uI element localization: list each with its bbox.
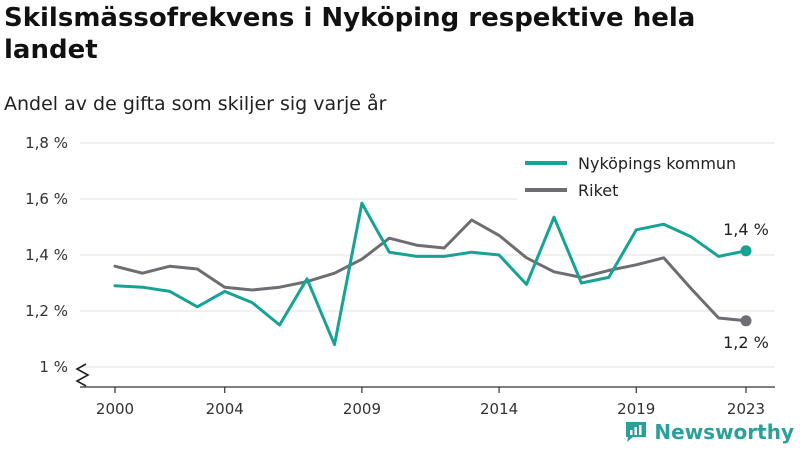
chart-title: Skilsmässofrekvens i Nyköping respektive… bbox=[4, 3, 696, 65]
x-tick-label: 2014 bbox=[480, 400, 518, 418]
series-line-riket bbox=[113, 218, 748, 323]
y-tick-label: 1 % bbox=[39, 358, 68, 376]
brand-name: Newsworthy bbox=[654, 420, 794, 444]
series-end-label-nykoping: 1,4 % bbox=[723, 220, 769, 239]
series-end-point-riket bbox=[740, 315, 752, 327]
newsworthy-logo-icon bbox=[626, 422, 647, 442]
series-end-label-riket: 1,2 % bbox=[723, 333, 769, 352]
x-tick-label: 2009 bbox=[343, 400, 381, 418]
brand: Newsworthy bbox=[624, 420, 794, 444]
x-tick-label: 2019 bbox=[617, 400, 655, 418]
y-tick-label: 1,8 % bbox=[25, 134, 68, 152]
chart-subtitle: Andel av de gifta som skiljer sig varje … bbox=[4, 93, 387, 115]
y-tick-label: 1,2 % bbox=[25, 302, 68, 320]
y-tick-label: 1,6 % bbox=[25, 190, 68, 208]
x-tick-label: 2023 bbox=[727, 400, 765, 418]
x-tick-label: 2004 bbox=[206, 400, 244, 418]
x-tick-label: 2000 bbox=[96, 400, 134, 418]
series-end-point-nykoping bbox=[740, 245, 752, 257]
legend-label: Riket bbox=[578, 181, 618, 200]
axis-break-icon bbox=[75, 363, 90, 387]
series-line-nykoping bbox=[113, 201, 748, 347]
y-tick-label: 1,4 % bbox=[25, 246, 68, 264]
legend-label: Nyköpings kommun bbox=[578, 154, 736, 173]
